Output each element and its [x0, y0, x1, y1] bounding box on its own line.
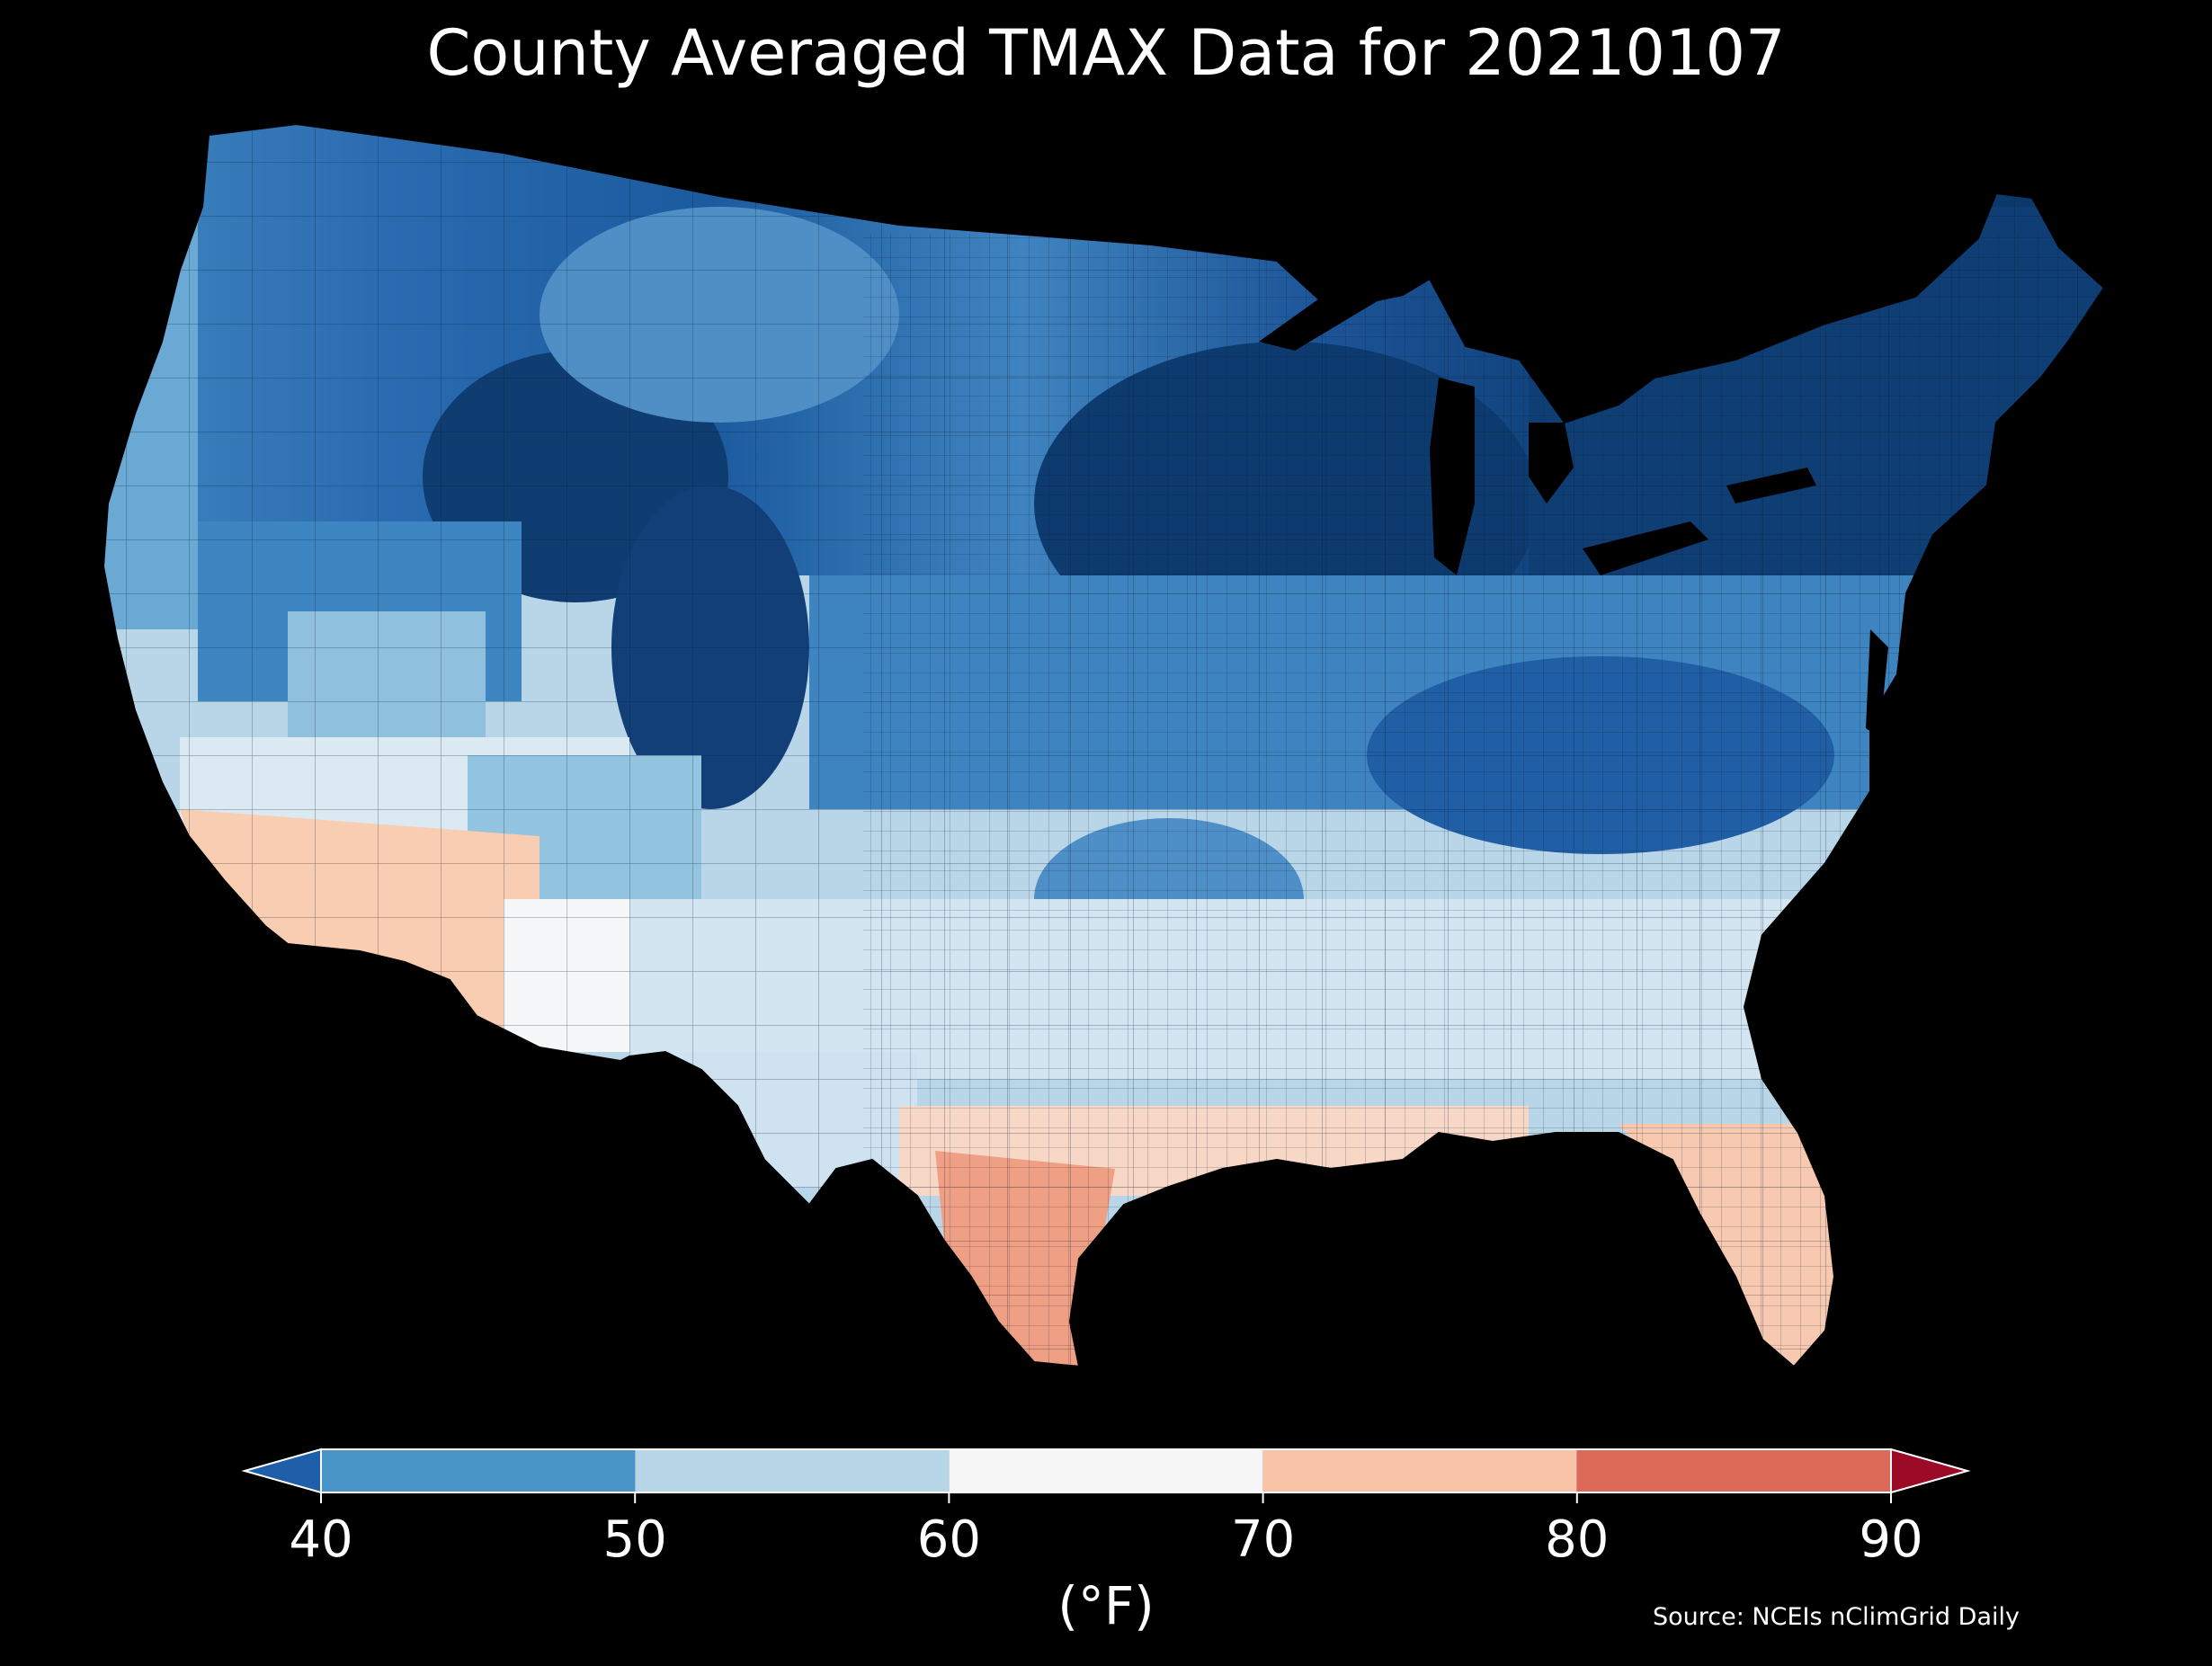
colorbar-extend-high	[1890, 1448, 1971, 1494]
colorbar-extend-low	[241, 1448, 322, 1494]
source-attribution: Source: NCEIs nClimGrid Daily	[1653, 1603, 2020, 1631]
colorbar-bin	[1262, 1449, 1577, 1492]
lake-superior	[1259, 283, 1385, 351]
colorbar-frame	[320, 1448, 1892, 1493]
colorbar-ticks	[320, 1492, 1892, 1503]
colorbar-tick-label: 80	[1545, 1510, 1610, 1569]
lake-michigan	[1430, 378, 1475, 575]
colorbar-bins	[321, 1449, 1891, 1492]
colorbar-tick-label: 90	[1859, 1510, 1923, 1569]
colorbar-tick-label: 50	[602, 1510, 667, 1569]
colorbar-tick-label: 70	[1230, 1510, 1296, 1569]
colorbar-tick-label: 60	[916, 1510, 982, 1569]
colorbar-tick-label: 40	[289, 1510, 353, 1569]
colorbar-bin	[949, 1449, 1263, 1492]
colorbar-units-label: (°F)	[1057, 1575, 1155, 1636]
colorbar-bin	[1576, 1449, 1891, 1492]
colorbar-bin	[321, 1449, 636, 1492]
lake-erie	[1583, 521, 1708, 575]
lake-huron	[1529, 423, 1574, 503]
lake-ontario	[1726, 468, 1816, 503]
colorbar-bin	[635, 1449, 950, 1492]
chesapeake-bay	[1866, 629, 1888, 737]
map-title: County Averaged TMAX Data for 20210107	[426, 16, 1786, 90]
